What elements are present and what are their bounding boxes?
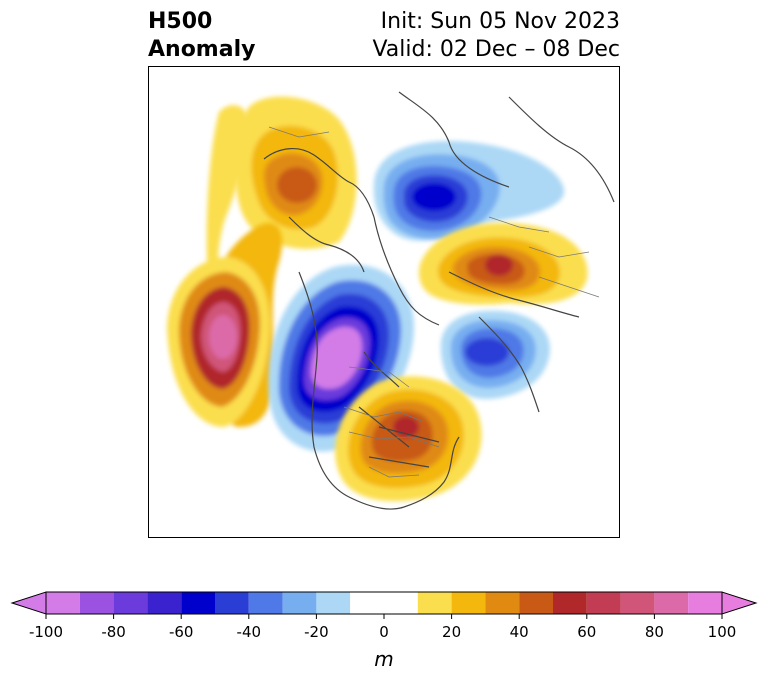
colorbar-swatch: [147, 592, 182, 614]
anomaly-center-north-atlantic: [440, 310, 550, 400]
colorbar-swatch: [688, 592, 722, 614]
valid-range: Valid: 02 Dec – 08 Dec: [372, 37, 620, 62]
colorbar-swatch: [654, 592, 689, 614]
anomaly-map: [148, 66, 620, 538]
colorbar-tick-label: -100: [29, 623, 63, 641]
colorbar-swatch: [181, 592, 215, 614]
colorbar-tick-label: -80: [101, 623, 126, 641]
colorbar-swatch: [248, 592, 283, 614]
colorbar-swatch: [451, 592, 486, 614]
colorbar-swatch: [553, 592, 587, 614]
colorbar-tick-label: -60: [169, 623, 194, 641]
colorbar-tick-label: 80: [645, 623, 664, 641]
colorbar-swatch: [586, 592, 621, 614]
colorbar-swatch: [79, 592, 114, 614]
coastlines: [263, 91, 615, 510]
colorbar-extend-max: [721, 591, 758, 615]
colorbar-swatch: [417, 592, 452, 614]
colorbar-swatch: [46, 592, 80, 614]
colorbar-tick-label: -40: [237, 623, 262, 641]
colorbar-swatch: [113, 592, 148, 614]
field-label: H500: [148, 9, 213, 34]
colorbar-swatch: [350, 592, 418, 614]
colorbar-swatch: [282, 592, 317, 614]
colorbar-swatch: [215, 592, 249, 614]
colorbar-swatch: [620, 592, 655, 614]
anomaly-center-arctic: [373, 141, 565, 241]
colorbar-unit-label: m: [374, 647, 393, 671]
map-svg: [167, 91, 615, 510]
colorbar-swatch: [316, 592, 351, 614]
colorbar: -100 -80 -60 -40 -20 0 20 40 60 80 100 m: [0, 580, 768, 684]
colorbar-swatch: [519, 592, 553, 614]
colorbar-tick-label: 20: [442, 623, 461, 641]
anomaly-center-scandinavia: [419, 222, 588, 305]
boundaries: [268, 126, 600, 478]
colorbar-tick-label: 100: [708, 623, 737, 641]
colorbar-tick-label: 40: [510, 623, 529, 641]
colorbar-tick-label: 60: [577, 623, 596, 641]
anomaly-center-alaska: [234, 96, 357, 249]
anomaly-center-gulf-of-alaska: [167, 105, 283, 427]
product-label: Anomaly: [148, 37, 256, 62]
colorbar-svg: -100 -80 -60 -40 -20 0 20 40 60 80 100 m: [10, 591, 758, 671]
init-time: Init: Sun 05 Nov 2023: [380, 9, 620, 34]
chart-title-right: Init: Sun 05 Nov 2023 Valid: 02 Dec – 08…: [372, 8, 620, 64]
colorbar-tick-label: 0: [379, 623, 389, 641]
colorbar-swatch: [485, 592, 520, 614]
colorbar-extend-min: [10, 591, 47, 615]
colorbar-tick-label: -20: [304, 623, 329, 641]
chart-title-left: H500 Anomaly: [148, 8, 255, 64]
